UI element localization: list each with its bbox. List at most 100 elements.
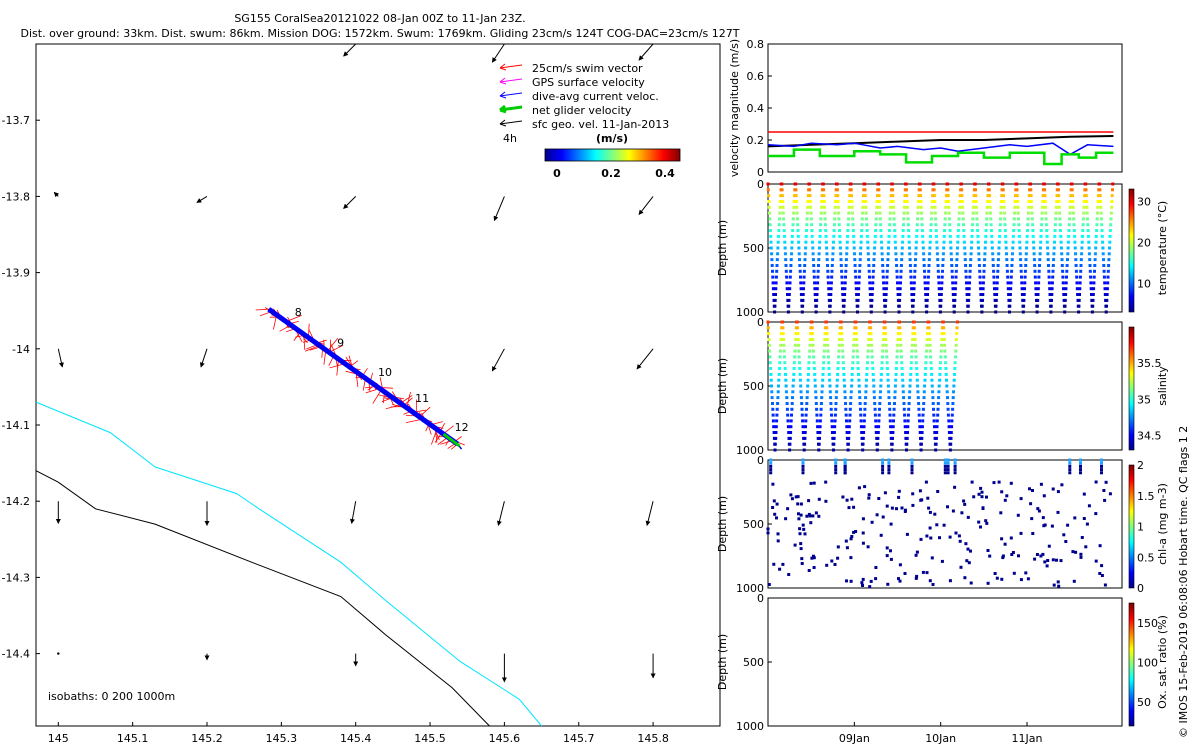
profile-point [797,517,801,521]
profile-point [812,566,816,569]
profile-point [1035,304,1039,308]
profile-point [860,223,864,227]
profile-point [1074,269,1078,273]
profile-point [932,188,936,192]
profile-point [1068,217,1072,221]
profile-point [814,511,818,515]
profile-point [788,436,792,440]
profile-point [856,293,860,296]
profile-point [770,252,774,256]
profile-point [865,367,869,370]
profile-point [819,223,823,227]
profile-point [946,182,950,186]
profile-point [838,234,842,238]
profile-point [832,436,836,440]
profile-point [845,246,849,250]
profile-point [803,436,807,440]
profile-point [783,234,786,238]
profile-point [795,320,799,324]
profile-point [900,506,904,510]
profile-point [1105,293,1109,296]
profile-point [832,234,836,238]
profile-point [801,425,805,429]
dive-avg-vector [297,329,303,336]
profile-point [866,361,869,365]
profile-point [962,229,966,232]
profile-point [955,258,959,262]
profile-point [974,194,978,198]
profile-point [909,372,913,376]
profile-point [997,480,1001,484]
profile-point [925,298,929,302]
profile-point [809,217,813,221]
profile-point [999,200,1003,203]
profile-point [950,425,954,429]
profile-point [863,402,867,405]
profile-point [1102,264,1106,267]
profile-point [937,281,941,285]
profile-point [1099,211,1103,215]
profile-point [915,372,919,376]
profile-point [953,367,957,370]
profile-point [830,269,834,273]
profile-point [953,471,957,475]
profile-point [863,407,867,411]
profile-point [923,287,927,291]
profile-point [866,240,870,244]
profile-point [850,378,854,382]
profile-point [817,442,821,446]
profile-point [869,338,873,341]
profile-point [934,217,938,221]
profile-point [888,413,892,417]
profile-point [1058,211,1062,215]
profile-point [794,332,798,336]
profile-point [790,407,794,411]
velocity-panel: 00.20.40.60.8 velocity magnitude (m/s) [728,38,1123,179]
profile-point [1030,217,1034,221]
profile-point [898,287,902,291]
profile-point [766,188,770,192]
profile-point [810,223,814,227]
profile-point [986,194,990,198]
profile-point [920,431,924,434]
profile-point [965,281,968,285]
profile-point [857,378,861,382]
profile-point [1009,481,1013,485]
profile-point [961,211,965,215]
profile-point [1001,182,1005,186]
profile-point [910,471,914,475]
profile-point [874,425,878,429]
profile-point [877,413,881,417]
profile-point [815,419,819,423]
profile-point [776,532,780,536]
profile-point [877,200,881,203]
profile-point [910,343,914,347]
profile-point [1034,281,1038,285]
map-y-tick-label: -14 [12,343,30,356]
profile-point [772,425,776,429]
profile-point [871,275,875,279]
profile-point [991,252,995,256]
map-y-tick-label: -14.3 [2,571,30,584]
profile-point [970,240,974,244]
isobath-1000m [35,470,490,727]
profile-point [1049,304,1053,308]
profile-point [886,384,890,388]
profile-point [1079,264,1083,267]
profile-point [895,361,899,365]
profile-point [817,514,821,518]
profile-point [999,217,1002,221]
profile-point [1010,553,1014,556]
profile-point [855,349,859,353]
profile-point [789,493,793,497]
profile-point [913,338,917,341]
profile-point [801,419,805,423]
profile-point [1042,182,1046,186]
profile-point [1078,281,1082,285]
profile-point [1017,229,1021,232]
profile-point [832,448,835,452]
profile-point [835,182,839,186]
profile-point [845,252,849,256]
profile-point [1006,287,1010,291]
profile-point [1073,234,1077,238]
